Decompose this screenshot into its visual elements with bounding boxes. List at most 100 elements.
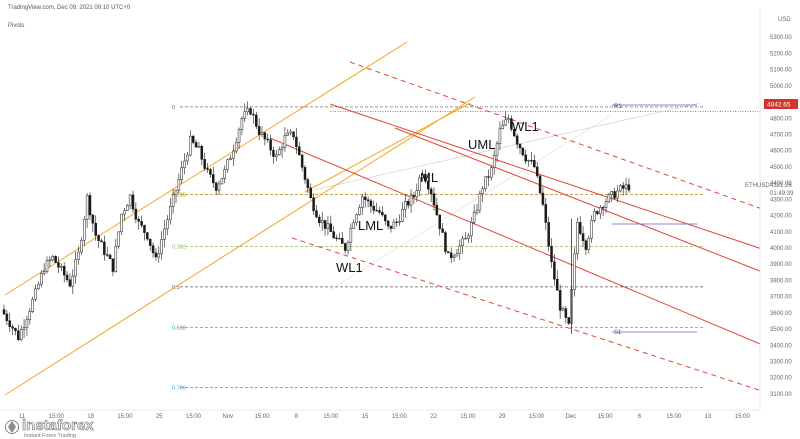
time-tick-label: 8 bbox=[295, 414, 299, 420]
candle-body bbox=[298, 146, 301, 156]
candle-body bbox=[183, 160, 186, 168]
price-tick-label: 4700.00 bbox=[770, 132, 792, 138]
candle-body bbox=[105, 254, 109, 256]
candle-body bbox=[392, 221, 396, 229]
candle-body bbox=[148, 238, 152, 246]
candle-body bbox=[191, 135, 195, 143]
candle-body bbox=[435, 204, 439, 216]
candle-body bbox=[346, 242, 350, 251]
time-axis[interactable]: 11 15:00 18 15:00 25 15:00 Nov 15:00 8 15:00 15 15:… bbox=[0, 409, 760, 420]
candle-body bbox=[257, 126, 261, 135]
candle-body bbox=[206, 168, 209, 170]
candle-body bbox=[140, 221, 143, 226]
candle-body bbox=[363, 196, 367, 200]
price-tick-label: 3200.00 bbox=[770, 376, 792, 382]
time-tick-label: Dec bbox=[565, 414, 576, 420]
candle-body bbox=[318, 216, 321, 224]
candle-body bbox=[527, 160, 530, 162]
candle-body bbox=[567, 317, 570, 324]
candle-body bbox=[510, 118, 513, 130]
candle-body bbox=[384, 214, 387, 222]
candle-body bbox=[111, 258, 115, 272]
candle-body bbox=[232, 150, 235, 159]
time-tick-label: 15 bbox=[362, 414, 369, 420]
fib-trend-line bbox=[304, 102, 701, 193]
candle-body bbox=[146, 232, 149, 240]
candle-body bbox=[427, 180, 430, 190]
candle-body bbox=[143, 225, 146, 233]
candle-body bbox=[74, 259, 77, 277]
candle-body bbox=[108, 254, 112, 260]
candle-body bbox=[358, 207, 361, 215]
plot-area[interactable]: 0 0.236 0.382 0.5 0.618 0.786 bbox=[2, 41, 765, 396]
candle-body bbox=[134, 208, 138, 220]
candle-body bbox=[128, 194, 132, 206]
watermark-brand: instaforex bbox=[22, 417, 94, 434]
candle-body bbox=[320, 220, 324, 224]
candle-body bbox=[19, 329, 23, 340]
candle-body bbox=[464, 238, 467, 240]
candle-body bbox=[535, 166, 539, 177]
candle-body bbox=[481, 188, 484, 194]
price-tick-label: 3400.00 bbox=[770, 343, 792, 349]
lower-median-line bbox=[269, 137, 760, 345]
time-tick-label: 15:00 bbox=[255, 414, 271, 420]
candle-body bbox=[51, 255, 54, 261]
candle-body bbox=[177, 179, 181, 191]
price-tick-label: 4300.00 bbox=[770, 197, 792, 203]
time-tick-label: 15:00 bbox=[460, 414, 476, 420]
candle-body bbox=[62, 265, 66, 276]
price-tick-label: 5000.00 bbox=[770, 84, 792, 90]
candle-body bbox=[5, 313, 9, 321]
candle-body bbox=[550, 245, 553, 262]
candle-body bbox=[300, 154, 304, 168]
candle-body bbox=[624, 184, 628, 189]
candle-body bbox=[71, 275, 75, 287]
candle-body bbox=[487, 176, 490, 178]
time-tick-label: 18 bbox=[87, 414, 94, 420]
candle-body bbox=[386, 220, 390, 227]
candle-body bbox=[203, 159, 206, 169]
last-price-value: 4381.26 bbox=[770, 183, 792, 189]
price-tick-label: 3600.00 bbox=[770, 311, 792, 317]
candle-body bbox=[329, 223, 333, 232]
candle-body bbox=[45, 260, 49, 272]
time-tick-label: 6 bbox=[638, 414, 642, 420]
candle-body bbox=[366, 199, 370, 202]
fib-level-label: 0.786 bbox=[172, 385, 186, 391]
candle-body bbox=[564, 308, 568, 318]
candle-body bbox=[266, 138, 269, 141]
candle-body bbox=[131, 194, 135, 210]
candle-body bbox=[361, 196, 364, 208]
candle-body bbox=[243, 111, 247, 119]
uml-label: UML bbox=[468, 137, 495, 152]
candle-body bbox=[389, 225, 393, 229]
candle-body bbox=[507, 118, 510, 121]
price-axis[interactable]: USD 5300.005200.005100.005000.004900.004… bbox=[745, 0, 800, 410]
candle-body bbox=[449, 252, 453, 258]
candle-body bbox=[2, 309, 6, 315]
price-tick-label: 5200.00 bbox=[770, 51, 792, 57]
currency-label: USD bbox=[778, 17, 791, 23]
upper-warning-line bbox=[349, 61, 760, 209]
candle-body bbox=[513, 129, 516, 137]
candle-body bbox=[8, 320, 11, 327]
candle-body bbox=[65, 274, 69, 281]
candle-body bbox=[558, 290, 562, 311]
price-tick-label: 4600.00 bbox=[770, 149, 792, 155]
candle-body bbox=[613, 191, 616, 199]
price-tick-label: 4100.00 bbox=[770, 230, 792, 236]
candle-body bbox=[590, 220, 593, 239]
candle-body bbox=[607, 194, 611, 203]
candle-body bbox=[88, 195, 92, 216]
candle-body bbox=[263, 132, 267, 140]
candle-body bbox=[117, 231, 120, 247]
upper-median-line bbox=[394, 127, 760, 272]
wl1-upper-label: WL1 bbox=[512, 119, 539, 134]
fib-level-label: 0.5 bbox=[172, 285, 180, 291]
candle-body bbox=[326, 223, 330, 229]
candle-body bbox=[286, 132, 290, 136]
candle-body bbox=[375, 210, 378, 212]
candle-body bbox=[220, 178, 224, 185]
